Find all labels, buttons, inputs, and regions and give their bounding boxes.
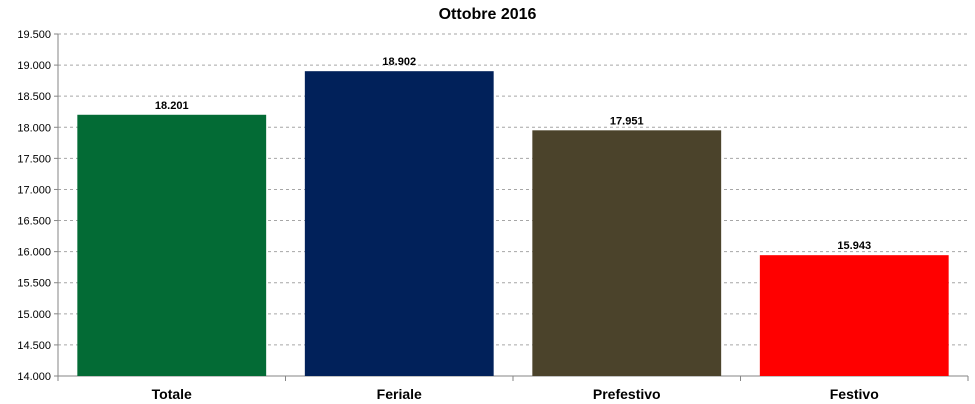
y-tick-label: 17.000: [17, 184, 51, 196]
y-tick-label: 17.500: [17, 153, 51, 165]
data-label: 15.943: [837, 240, 871, 252]
y-tick-label: 16.000: [17, 247, 51, 259]
bar-festivo: [759, 255, 949, 376]
chart-title: Ottobre 2016: [438, 6, 537, 23]
y-tick-label: 19.500: [17, 29, 51, 41]
data-label: 18.201: [155, 100, 189, 112]
data-label: 17.951: [610, 115, 644, 127]
y-tick-label: 14.500: [17, 340, 51, 352]
bar-prefestivo: [532, 130, 722, 376]
category-label: Prefestivo: [593, 386, 661, 402]
bar-feriale: [304, 71, 494, 377]
y-tick-label: 14.000: [17, 371, 51, 383]
y-tick-label: 15.500: [17, 278, 51, 290]
category-label: Feriale: [377, 386, 422, 402]
category-label: Totale: [152, 386, 192, 402]
y-tick-label: 19.000: [17, 60, 51, 72]
y-tick-label: 16.500: [17, 216, 51, 228]
y-tick-label: 18.500: [17, 91, 51, 103]
y-tick-label: 18.000: [17, 122, 51, 134]
category-label: Festivo: [830, 386, 879, 402]
y-tick-label: 15.000: [17, 309, 51, 321]
bar-totale: [77, 114, 267, 377]
data-label: 18.902: [382, 56, 416, 68]
